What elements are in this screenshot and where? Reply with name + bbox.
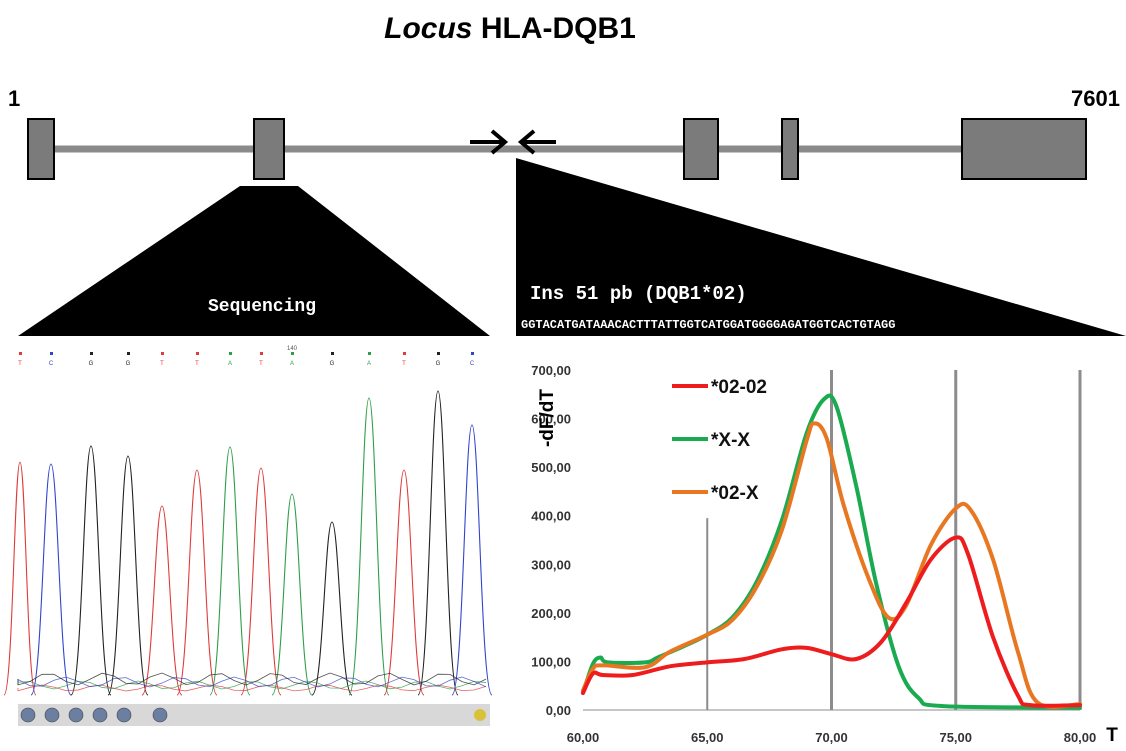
chromatogram-peak (141, 505, 183, 696)
chromatogram-peak (271, 493, 313, 696)
taskbar-app-icon[interactable] (68, 707, 84, 723)
chromatogram-peak (383, 469, 425, 696)
baseline-noise (17, 672, 487, 686)
exon-2 (253, 118, 285, 180)
base-marker (260, 352, 263, 355)
chromatogram-peak (176, 469, 218, 696)
taskbar-app-icon[interactable] (116, 707, 132, 723)
y-tick-label: 700,00 (531, 363, 571, 378)
sequencing-zoom-triangle (18, 186, 490, 336)
chromatogram-peak (3, 461, 37, 696)
base-marker (471, 352, 474, 355)
base-marker (368, 352, 371, 355)
x-tick-label: 60,00 (567, 730, 600, 745)
base-call: T (18, 361, 22, 367)
x-axis-label: T (1106, 725, 1118, 746)
sequencing-label: Sequencing (208, 297, 316, 317)
insertion-label: Ins 51 pb (DQB1*02) (530, 283, 747, 305)
chromatogram-peak (348, 397, 390, 696)
chromatogram-peak (311, 521, 353, 696)
y-tick-label: 400,00 (531, 509, 571, 524)
y-tick-label: 200,00 (531, 606, 571, 621)
exon-3 (683, 118, 719, 180)
taskbar-app-icon[interactable] (92, 707, 108, 723)
chromatogram-peak (451, 424, 493, 696)
chromatogram-background (18, 344, 490, 708)
base-call: G (89, 361, 94, 367)
melt-curve-chart: 0,00 100,00 200,00 300,00 400,00 500,00 600,00… (531, 363, 1118, 746)
chromatogram-peak (240, 467, 282, 696)
chromatogram-peak (417, 390, 459, 696)
tray-icon[interactable] (474, 709, 486, 721)
taskbar-app-icon[interactable] (44, 707, 60, 723)
x-tick-label: 65,00 (691, 730, 724, 745)
reverse-primer-arrow-icon (517, 129, 556, 155)
base-call: T (195, 361, 199, 367)
insertion-sequence: GGTACATGATAAACACTTTATTGGTCATGGATGGGGAGAT… (521, 318, 895, 332)
base-call: C (49, 361, 54, 367)
series-line-x-x (581, 393, 1082, 710)
y-tick-label: 0,00 (546, 703, 571, 718)
gene-end-label: 7601 (1071, 86, 1120, 111)
y-axis-label: -dF/dT (537, 389, 558, 447)
exon-5 (961, 118, 1087, 180)
title-rest: HLA-DQB1 (480, 12, 636, 45)
x-tick-label: 70,00 (815, 730, 848, 745)
exon-4 (781, 118, 799, 180)
title-italic: Locus (384, 12, 473, 45)
baseline-noise (17, 684, 487, 692)
base-marker (331, 352, 334, 355)
baseline-noise (17, 680, 487, 690)
y-tick-label: 300,00 (531, 557, 571, 572)
baseline-noise (17, 676, 487, 688)
gene-start-label: 1 (8, 86, 21, 111)
y-tick-label: 500,00 (531, 460, 571, 475)
chromatogram-toolbar (18, 704, 490, 726)
base-call: A (290, 361, 294, 367)
taskbar-app-icon[interactable] (20, 707, 36, 723)
base-marker (196, 352, 199, 355)
page-title: Locus HLA-DQB1 (0, 12, 1020, 46)
base-marker (403, 352, 406, 355)
base-call: T (402, 361, 406, 367)
base-call: T (160, 361, 164, 367)
series-line-02-02 (581, 535, 1082, 708)
chromatogram-position-mark: 140 (287, 346, 298, 352)
x-tick-label: 80,00 (1064, 730, 1097, 745)
series-line-02-x (581, 421, 1082, 709)
base-call: T (259, 361, 263, 367)
forward-primer-arrow-icon (470, 129, 509, 155)
base-marker (291, 352, 294, 355)
taskbar-app-icon[interactable] (152, 707, 168, 723)
base-call: C (470, 361, 475, 367)
x-tick-label: 75,00 (939, 730, 972, 745)
exon-1 (27, 118, 55, 180)
base-call: A (228, 361, 232, 367)
chromatogram-peak (209, 446, 251, 696)
y-tick-label: 600,00 (531, 412, 571, 427)
chromatogram-peak (30, 463, 72, 696)
base-call: A (367, 361, 371, 367)
y-tick-label: 100,00 (531, 654, 571, 669)
base-call: G (436, 361, 441, 367)
base-marker (90, 352, 93, 355)
base-marker (127, 352, 130, 355)
chromatogram-peak (107, 455, 149, 696)
legend-label: *02-X (711, 483, 759, 504)
base-call: G (126, 361, 131, 367)
base-marker (19, 352, 22, 355)
base-marker (229, 352, 232, 355)
legend-label: *02-02 (711, 377, 767, 398)
legend-label: *X-X (711, 430, 750, 451)
base-marker (50, 352, 53, 355)
base-marker (161, 352, 164, 355)
insertion-zoom-triangle (516, 158, 1126, 336)
chromatogram-peak (70, 445, 112, 696)
chromatogram: 140 T C G G T T A T A G A T G C (3, 344, 493, 726)
base-marker (437, 352, 440, 355)
base-call: G (330, 361, 335, 367)
